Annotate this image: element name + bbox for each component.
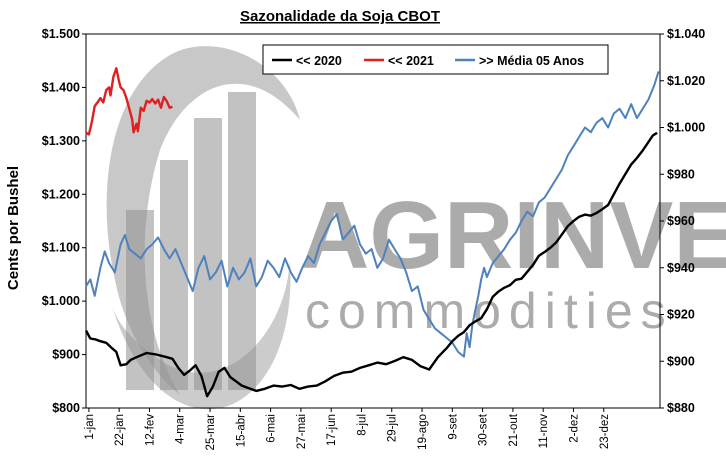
right-tick-label: $1.000 — [667, 121, 705, 135]
x-tick-label: 2-dez — [568, 414, 580, 443]
series-line-2021 — [85, 66, 173, 136]
right-tick-label: $960 — [667, 214, 695, 228]
x-tick-label: 1-jan — [84, 414, 96, 440]
watermark-bar-4 — [228, 92, 256, 390]
chart-title: Sazonalidade da Soja CBOT — [240, 8, 440, 25]
left-tick-label: $1.400 — [42, 80, 80, 94]
right-tick-label: $1.020 — [667, 74, 705, 88]
right-tick-label: $1.040 — [667, 27, 705, 41]
right-tick-label: $980 — [667, 167, 695, 181]
x-tick-label: 23-dez — [599, 414, 611, 449]
x-tick-label: 17-jun — [326, 414, 338, 446]
x-tick-label: 30-set — [478, 413, 490, 446]
x-tick-label: 15-abr — [235, 414, 247, 447]
watermark-bar-1 — [126, 210, 154, 390]
left-tick-label: $1.200 — [42, 187, 80, 201]
watermark-sub: commodities — [305, 283, 674, 339]
watermark: AGRINVEST commodities — [106, 46, 726, 410]
y-axis-label: Cents por Bushel — [5, 166, 22, 290]
left-tick-label: $1.000 — [42, 294, 80, 308]
x-tick-label: 9-set — [447, 413, 459, 439]
right-tick-label: $880 — [667, 401, 695, 415]
x-tick-label: 19-ago — [417, 414, 429, 450]
watermark-bar-3 — [194, 118, 222, 390]
left-axis-ticks: $800 $900 $1.000 $1.100 $1.200 $1.300 $1.400 $1… — [42, 27, 86, 415]
right-tick-label: $920 — [667, 308, 695, 322]
x-tick-label: 12-fev — [144, 414, 156, 446]
watermark-swoosh — [106, 46, 300, 395]
legend: << 2020 << 2021 >> Média 05 Anos — [262, 44, 609, 75]
series-line-media-5-anos — [85, 71, 660, 358]
left-tick-label: $1.500 — [42, 27, 80, 41]
x-axis-ticks: 1-jan 22-jan 12-fev 4-mar 25-mar 15-abr 6-mai 2… — [84, 408, 611, 450]
x-tick-label: 4-mar — [175, 414, 187, 444]
series-line-2020 — [84, 131, 658, 398]
right-tick-label: $900 — [667, 354, 695, 368]
x-tick-label: 25-mar — [205, 414, 217, 451]
x-tick-label: 6-mai — [266, 414, 278, 443]
legend-box — [262, 44, 609, 75]
right-tick-label: $940 — [667, 261, 695, 275]
x-tick-label: 27-mai — [296, 414, 308, 449]
x-tick-label: 29-jul — [387, 414, 399, 442]
left-tick-label: $900 — [52, 348, 80, 362]
series-layer — [84, 66, 660, 398]
left-tick-label: $800 — [52, 401, 80, 415]
legend-label-media: >> Média 05 Anos — [479, 54, 584, 68]
x-tick-label: 21-out — [508, 413, 520, 446]
legend-label-2021: << 2021 — [388, 54, 434, 68]
left-tick-label: $1.300 — [42, 134, 80, 148]
x-tick-label: 8-jul — [356, 414, 368, 436]
x-tick-label: 22-jan — [114, 414, 126, 446]
watermark-bar-2 — [160, 160, 188, 390]
left-tick-label: $1.100 — [42, 241, 80, 255]
x-tick-label: 11-nov — [538, 414, 550, 449]
right-axis-ticks: $880 $900 $920 $940 $960 $980 $1.000 $1.020 $1.0… — [660, 27, 705, 415]
legend-label-2020: << 2020 — [296, 54, 342, 68]
